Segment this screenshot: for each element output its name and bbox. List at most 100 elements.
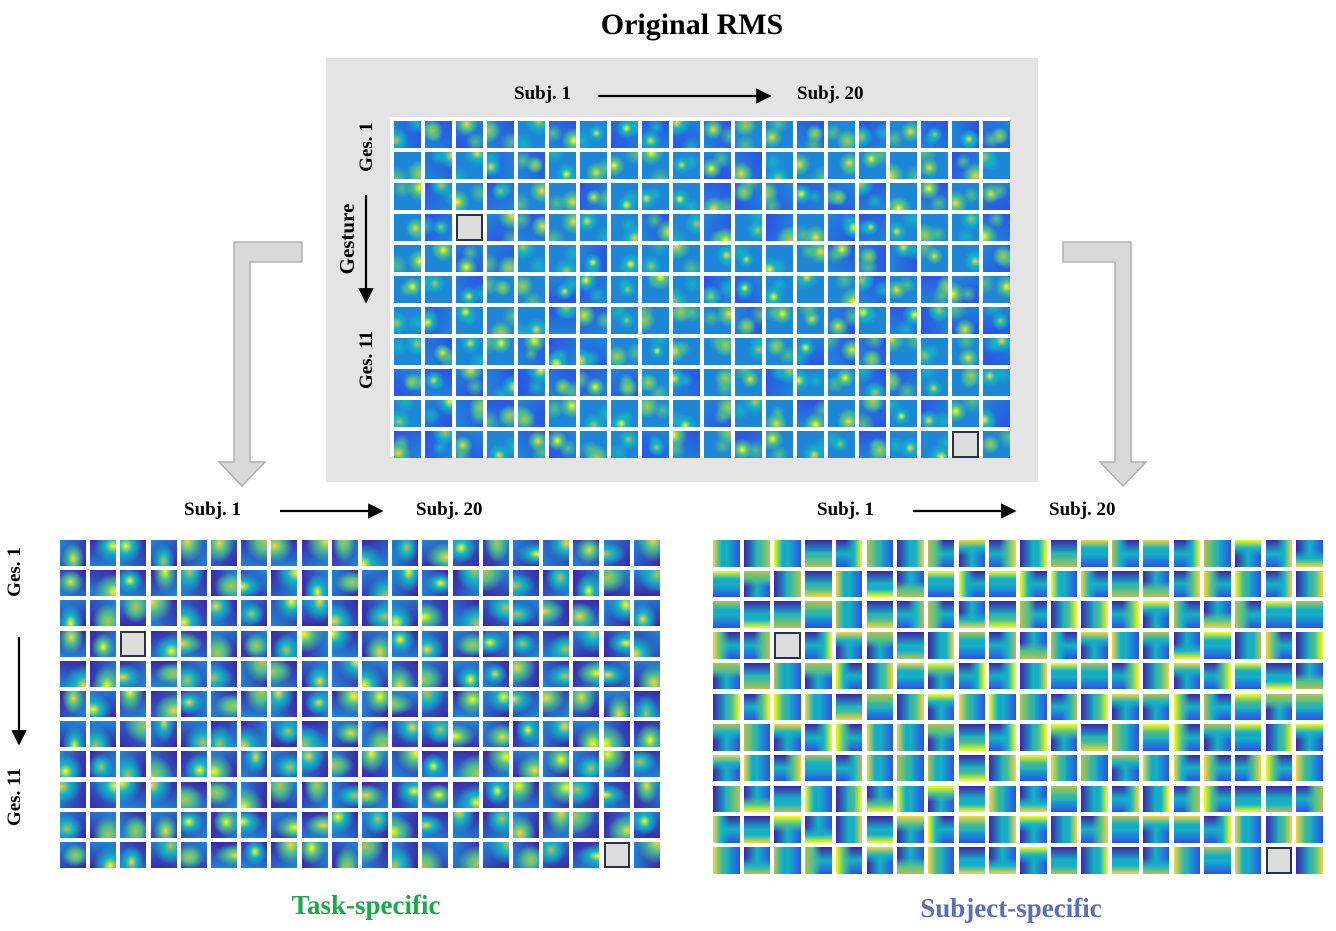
heatmap-cell	[271, 660, 298, 687]
heatmap-cell	[1296, 847, 1323, 874]
top-subj-end-label: Subj. 20	[797, 83, 864, 104]
heatmap-cell	[1112, 662, 1139, 690]
heatmap-cell	[1081, 632, 1108, 659]
heatmap-cell	[927, 632, 955, 659]
heatmap-cell	[452, 660, 479, 687]
heatmap-cell	[958, 724, 986, 751]
heatmap-cell	[425, 338, 452, 365]
heatmap-cell	[362, 600, 388, 627]
heatmap-cell	[835, 724, 863, 751]
heatmap-cell	[1296, 540, 1323, 567]
heatmap-cell	[989, 570, 1016, 598]
heatmap-cell	[859, 245, 886, 272]
heatmap-cell	[633, 721, 660, 748]
heatmap-cell	[611, 214, 638, 241]
heatmap-cell	[1204, 570, 1231, 598]
heatmap-cell	[1112, 601, 1139, 628]
heatmap-cell	[301, 721, 328, 748]
heatmap-cell	[835, 693, 863, 720]
heatmap-cell	[90, 842, 117, 868]
heatmap-cell	[989, 693, 1016, 720]
heatmap-cell	[958, 754, 986, 782]
heatmap-cell	[549, 431, 576, 458]
heatmap-cell	[774, 662, 801, 690]
heatmap-cell	[797, 121, 824, 148]
task-subj-start-label: Subj. 1	[184, 499, 242, 520]
heatmap-cell	[774, 816, 801, 843]
heatmap-cell	[513, 751, 539, 778]
heatmap-cell	[422, 660, 449, 687]
heatmap-cell	[828, 400, 855, 427]
heatmap-cell	[425, 307, 452, 334]
heatmap-cell	[301, 811, 328, 838]
heatmap-cell	[241, 660, 268, 687]
heatmap-cell	[642, 276, 669, 303]
heatmap-cell	[735, 369, 762, 396]
heatmap-cell	[835, 847, 863, 874]
heatmap-cell	[543, 660, 570, 687]
heatmap-cell	[958, 632, 986, 659]
heatmap-cell	[958, 570, 986, 598]
heatmap-cell	[549, 276, 576, 303]
heatmap-cell	[1020, 662, 1047, 690]
heatmap-cell	[603, 630, 630, 657]
heatmap-cell	[60, 630, 86, 657]
heatmap-cell	[331, 721, 358, 748]
heatmap-cell	[866, 601, 893, 628]
heatmap-cell	[1296, 816, 1323, 843]
heatmap-cell	[60, 751, 86, 778]
heatmap-cell	[211, 751, 237, 778]
heatmap-cell	[271, 811, 298, 838]
heatmap-cell	[927, 785, 955, 813]
heatmap-cell	[805, 724, 832, 751]
heatmap-cell	[774, 601, 801, 628]
heatmap-cell	[271, 842, 298, 868]
heatmap-cell	[890, 369, 917, 396]
heatmap-cell	[713, 540, 740, 567]
heatmap-cell	[1234, 816, 1262, 843]
heatmap-cell	[1204, 847, 1231, 874]
heatmap-cell	[743, 662, 771, 690]
heatmap-cell	[859, 276, 886, 303]
heatmap-cell	[958, 816, 986, 843]
heatmap-cell	[989, 632, 1016, 659]
heatmap-cell	[859, 121, 886, 148]
heatmap-cell	[422, 691, 449, 717]
heatmap-cell	[1050, 540, 1078, 567]
heatmap-cell	[482, 751, 509, 778]
heatmap-cell	[180, 691, 207, 717]
heatmap-cell	[580, 214, 607, 241]
heatmap-cell	[633, 600, 660, 627]
heatmap-cell	[897, 754, 924, 782]
heatmap-cell	[805, 632, 832, 659]
heatmap-cell	[897, 662, 924, 690]
heatmap-cell	[1112, 632, 1139, 659]
heatmap-cell	[611, 431, 638, 458]
heatmap-cell	[487, 214, 514, 241]
heatmap-cell	[958, 662, 986, 690]
heatmap-cell	[301, 570, 328, 597]
heatmap-cell	[211, 691, 237, 717]
heatmap-cell	[797, 369, 824, 396]
heatmap-cell	[774, 847, 801, 874]
heatmap-cell	[835, 632, 863, 659]
heatmap-cell	[362, 540, 388, 566]
heatmap-cell	[921, 214, 948, 241]
heatmap-cell	[573, 540, 600, 566]
heatmap-cell	[897, 540, 924, 567]
heatmap-cell	[580, 121, 607, 148]
heatmap-cell	[603, 721, 630, 748]
heatmap-cell	[866, 632, 893, 659]
heatmap-cell	[241, 600, 268, 627]
heatmap-cell	[90, 721, 117, 748]
heatmap-cell	[859, 338, 886, 365]
heatmap-cell	[452, 691, 479, 717]
heatmap-cell	[983, 369, 1010, 396]
heatmap-cell	[487, 338, 514, 365]
heatmap-cell	[513, 570, 539, 597]
heatmap-cell	[673, 400, 700, 427]
heatmap-cell	[482, 540, 509, 566]
heatmap-cell	[211, 570, 237, 597]
heatmap-cell	[392, 540, 419, 566]
heatmap-cell	[735, 214, 762, 241]
